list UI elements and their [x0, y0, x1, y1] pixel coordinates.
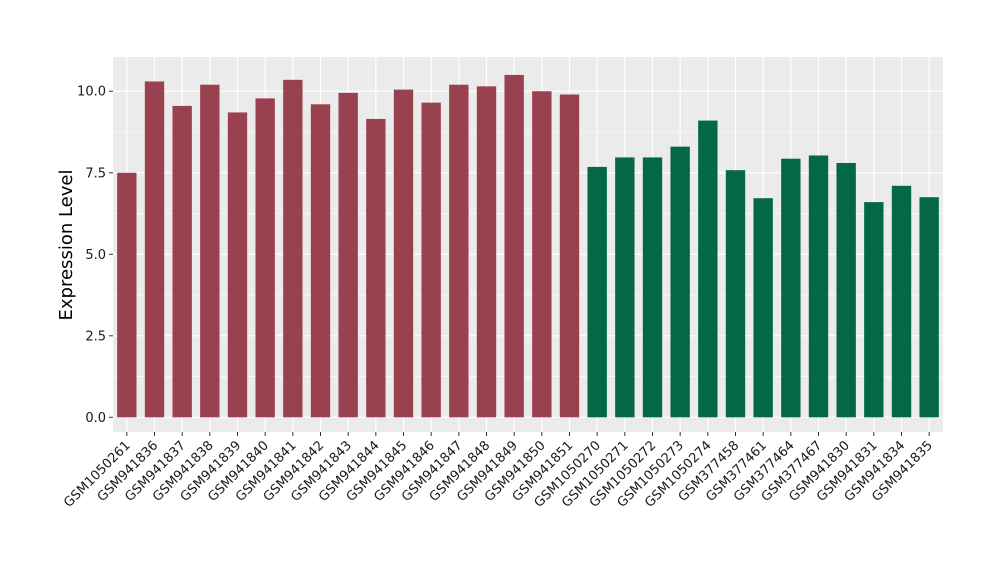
- bar-GSM941840: [255, 98, 275, 418]
- y-axis-title: Expression Level: [56, 170, 77, 321]
- bar-GSM377461: [753, 198, 773, 418]
- bar-GSM941846: [421, 102, 441, 418]
- bar-GSM377458: [725, 170, 746, 418]
- x-axis: GSM1050261GSM941836GSM941837GSM941838GSM…: [61, 432, 936, 511]
- bar-GSM941836: [144, 81, 165, 418]
- bar-GSM1050273: [670, 146, 690, 418]
- bar-GSM941839: [227, 112, 248, 418]
- bar-GSM1050274: [698, 120, 718, 418]
- bar-GSM941850: [532, 91, 552, 418]
- y-tick-label: 7.5: [85, 166, 106, 181]
- bar-GSM941837: [172, 105, 192, 418]
- bar-GSM1050261: [117, 172, 137, 418]
- bar-GSM1050270: [587, 166, 607, 418]
- bar-GSM941834: [891, 185, 912, 418]
- y-tick-label: 0.0: [85, 411, 106, 426]
- bar-GSM941851: [559, 94, 580, 418]
- y-axis: 0.0 2.5 5.0 7.5 10.0: [77, 85, 113, 426]
- bar-GSM941843: [338, 92, 358, 418]
- bar-GSM941847: [449, 84, 469, 418]
- bar-GSM941838: [200, 84, 220, 418]
- bar-GSM941842: [310, 104, 331, 418]
- y-tick-label: 10.0: [77, 85, 106, 100]
- bar-GSM377467: [808, 155, 829, 418]
- bar-GSM941831: [864, 202, 884, 418]
- bar-GSM941848: [476, 86, 497, 418]
- bar-GSM941849: [504, 74, 524, 418]
- bar-GSM941844: [366, 118, 386, 418]
- bar-GSM377464: [781, 158, 801, 418]
- bar-GSM941835: [919, 197, 939, 418]
- bar-GSM941830: [836, 162, 856, 418]
- y-tick-label: 5.0: [85, 248, 106, 263]
- plot-panel: [113, 57, 943, 432]
- bar-GSM941841: [283, 79, 303, 418]
- bars: [117, 74, 939, 418]
- bar-GSM941845: [393, 89, 414, 418]
- bar-GSM1050272: [642, 157, 663, 418]
- y-tick-label: 2.5: [85, 329, 106, 344]
- bar-GSM1050271: [615, 157, 635, 418]
